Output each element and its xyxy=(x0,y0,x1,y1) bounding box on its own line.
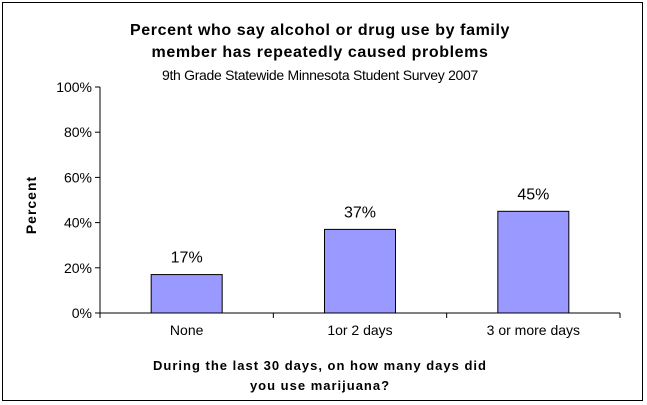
y-axis-label: Percent xyxy=(23,176,39,234)
x-axis-label-line-2: you use marijuana? xyxy=(249,378,391,393)
chart-title-line-1: Percent who say alcohol or drug use by f… xyxy=(130,22,510,39)
labels: 17% None 37% 1or 2 days 45% 3 or more days xyxy=(170,186,580,338)
chart-frame xyxy=(2,2,643,401)
y-tick-label: 40% xyxy=(64,215,92,231)
chart-title-line-2: member has repeatedly caused problems xyxy=(151,44,489,61)
x-axis-label-line-1: During the last 30 days, on how many day… xyxy=(153,358,487,373)
x-category-label: 3 or more days xyxy=(487,322,580,338)
bar xyxy=(497,210,570,314)
bar-value-label: 45% xyxy=(517,186,549,203)
y-tick-label: 100% xyxy=(56,79,92,95)
bar xyxy=(150,274,223,314)
y-tick-label: 60% xyxy=(64,169,92,185)
bars xyxy=(150,210,570,314)
bar xyxy=(324,228,396,314)
bar-value-label: 37% xyxy=(344,204,376,221)
x-category-label: None xyxy=(170,322,204,338)
y-tick-label: 0% xyxy=(72,305,92,321)
chart-subtitle: 9th Grade Statewide Minnesota Student Su… xyxy=(161,67,479,83)
y-tick-label: 80% xyxy=(64,124,92,140)
bar-value-label: 17% xyxy=(171,250,203,267)
y-tick-label: 20% xyxy=(64,260,92,276)
x-category-label: 1or 2 days xyxy=(327,322,392,338)
